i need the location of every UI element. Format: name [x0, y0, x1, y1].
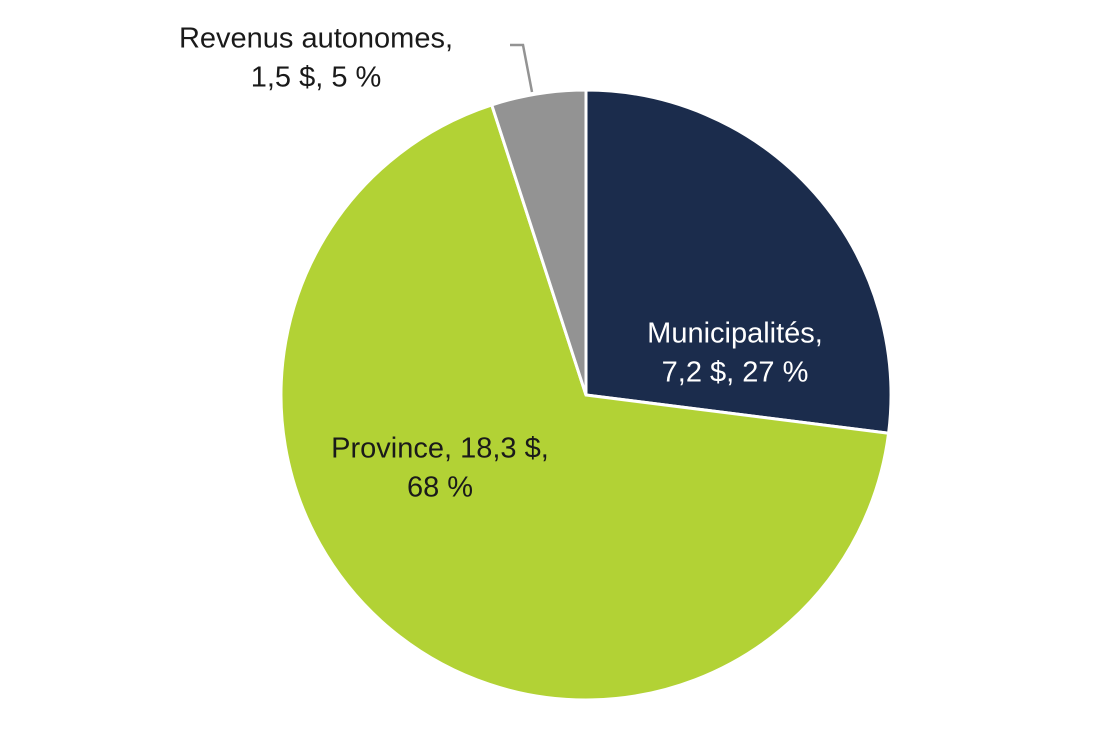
pie-slice [584, 88, 893, 435]
slice-label: 1,5 $, 5 % [251, 62, 382, 94]
pie-slice [279, 103, 891, 702]
slice-label: 7,2 $, 27 % [662, 357, 809, 389]
slice-label: Province, 18,3 $, [331, 433, 549, 465]
slice-label: Municipalités, [647, 318, 823, 350]
slice-label: Revenus autonomes, [179, 23, 453, 55]
leader-line [510, 43, 534, 93]
pie-slice [489, 88, 588, 396]
slice-label: 68 % [407, 472, 473, 504]
